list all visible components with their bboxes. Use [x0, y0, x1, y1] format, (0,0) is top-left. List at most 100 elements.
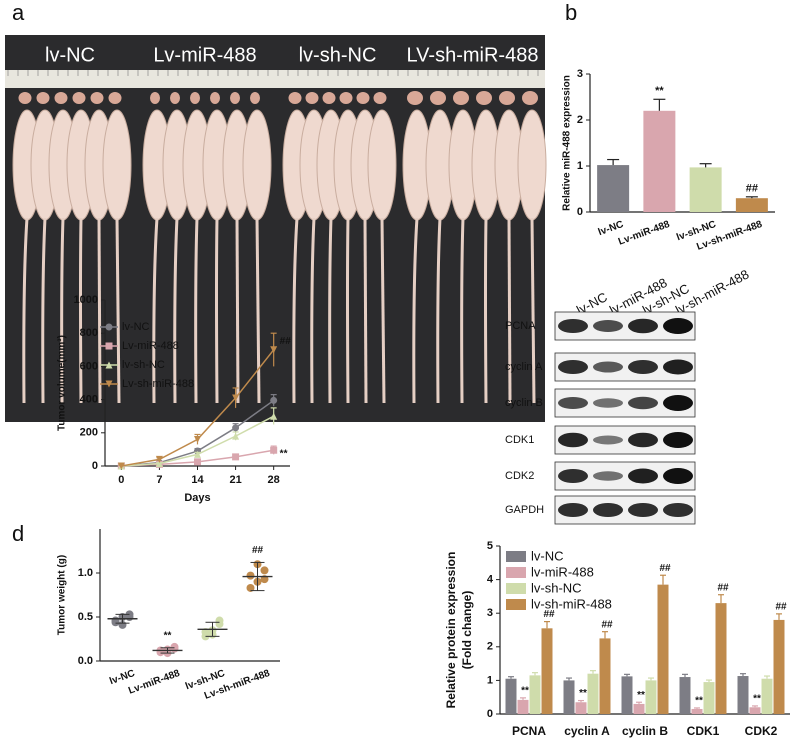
data-point	[246, 571, 255, 580]
tumor	[54, 92, 68, 104]
mouse-tail	[152, 217, 159, 404]
x-tick-label: 14	[191, 474, 204, 486]
marker	[232, 453, 240, 461]
legend-swatch	[506, 567, 526, 578]
mouse-body	[517, 109, 547, 221]
tumor	[150, 92, 160, 104]
blot-band	[593, 361, 623, 373]
y-tick-label: 2	[487, 641, 493, 653]
bar	[703, 682, 715, 714]
tumor	[476, 91, 492, 105]
group-label: Lv-miR-488	[153, 44, 256, 66]
mouse-tail	[97, 217, 102, 404]
bar	[749, 707, 761, 714]
y-tick-label: 5	[487, 540, 493, 552]
legend-label: lv-NC	[122, 321, 150, 333]
bar	[517, 699, 529, 714]
marker	[194, 450, 201, 458]
protein-label: PCNA	[505, 320, 536, 332]
data-point	[170, 644, 179, 653]
tumor	[373, 92, 387, 104]
legend-swatch	[506, 583, 526, 594]
blot-band	[628, 468, 658, 484]
panel-label: d	[12, 521, 24, 546]
marker	[155, 460, 163, 468]
bar	[689, 167, 722, 212]
marker	[270, 446, 278, 454]
marker	[270, 396, 278, 404]
mouse-tail	[328, 217, 333, 404]
mouse-tail	[194, 217, 199, 404]
tumor	[522, 91, 538, 105]
tumor	[305, 92, 319, 104]
y-tick-label: 0.0	[78, 655, 93, 667]
bar	[587, 673, 599, 714]
y-axis-label: (Fold change)	[460, 591, 474, 670]
tumor	[322, 92, 336, 104]
y-tick-label: 1	[577, 160, 583, 172]
blot-band	[558, 397, 588, 409]
blot-band	[663, 359, 693, 375]
significance: **	[579, 688, 587, 699]
x-tick-label: 0	[118, 474, 124, 486]
significance: ##	[601, 619, 613, 630]
bar	[715, 603, 727, 714]
marker	[105, 361, 113, 369]
bar	[679, 677, 691, 714]
y-tick-label: 3	[487, 607, 493, 619]
tumor	[288, 92, 302, 104]
tumor	[90, 92, 104, 104]
tumor	[190, 92, 200, 104]
y-tick-label: 4	[487, 574, 494, 586]
legend-label: lv-sh-miR-488	[531, 596, 612, 611]
tumor	[453, 91, 469, 105]
bar	[737, 676, 749, 714]
significance: **	[164, 630, 172, 641]
blot-band	[628, 318, 658, 334]
blot-band	[593, 398, 623, 408]
y-tick-label: 800	[80, 327, 98, 339]
marker	[105, 323, 113, 331]
group-label: lv-NC	[45, 44, 95, 66]
y-tick-label: 1.0	[78, 567, 93, 579]
blot-band	[628, 396, 658, 410]
bar	[505, 678, 517, 714]
blot-band	[663, 395, 693, 411]
significance: ##	[543, 609, 555, 620]
marker	[232, 394, 240, 402]
significance: ##	[659, 563, 671, 574]
mouse-body	[367, 109, 397, 221]
mouse-tail	[115, 217, 121, 404]
tumor	[407, 91, 423, 105]
tumor	[72, 92, 86, 104]
data-point	[260, 566, 269, 575]
bar	[621, 676, 633, 714]
bar	[529, 675, 541, 714]
bar	[773, 619, 785, 714]
legend-label: Lv-sh-miR-488	[122, 378, 194, 390]
significance: ##	[252, 545, 264, 556]
blot-band	[593, 471, 623, 481]
blot-band	[663, 503, 693, 517]
y-tick-label: 0.5	[78, 611, 93, 623]
group-label: LV-sh-miR-488	[407, 44, 539, 66]
protein-label: CDK2	[505, 470, 534, 482]
x-axis-label: Days	[184, 492, 210, 504]
marker	[194, 458, 201, 466]
marker	[232, 432, 240, 440]
bar	[643, 110, 676, 212]
blot-band	[558, 469, 588, 483]
tumor	[36, 92, 50, 104]
mouse-tail	[22, 217, 29, 404]
mouse-tail	[380, 217, 386, 404]
legend-label: lv-miR-488	[531, 564, 594, 579]
bar	[633, 703, 645, 714]
blot-band	[628, 432, 658, 448]
tumor	[499, 91, 515, 105]
marker	[117, 462, 125, 470]
mouse-tail	[310, 217, 316, 404]
y-axis-label: Tumor volume(mm³)	[57, 335, 68, 431]
blot-band	[558, 319, 588, 333]
y-tick-label: 1	[487, 674, 493, 686]
legend-swatch	[506, 551, 526, 562]
